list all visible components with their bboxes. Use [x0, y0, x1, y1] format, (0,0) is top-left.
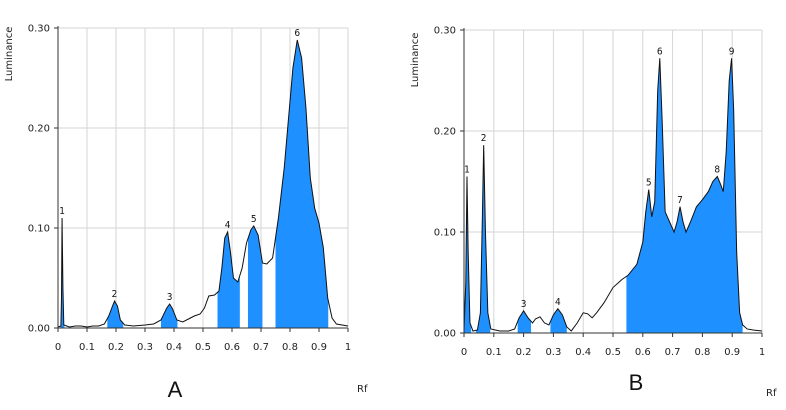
peak-label: 9	[729, 46, 735, 57]
chart-panel-a: Luminance Rf A 0 0.1 0.2 0.3 0.4 0.5 0.6 0.7 0.8…	[4, 24, 368, 403]
peak-label: 2	[112, 289, 118, 300]
x-tick-label: 0.1	[79, 342, 95, 353]
peak-area	[247, 226, 263, 328]
y-tick-label: 0.10	[28, 224, 50, 235]
peak-label: 1	[59, 206, 65, 217]
x-tick-label: 0.6	[635, 347, 651, 358]
x-tick-label: 0.6	[224, 342, 240, 353]
peak-label: 7	[677, 195, 683, 206]
y-tick-label: 0.30	[28, 24, 50, 35]
peak-area	[550, 309, 567, 333]
y-tick-label: 0.20	[28, 124, 50, 135]
x-tick-label: 0.1	[486, 347, 502, 358]
peak-area	[275, 41, 329, 328]
y-tick-label: 0.20	[434, 127, 456, 138]
peak-area	[517, 310, 532, 333]
y-tick-label: 0.00	[28, 324, 50, 335]
peak-label: 6	[657, 46, 663, 57]
peak-label: 5	[251, 214, 257, 225]
peak-label: 3	[521, 299, 527, 310]
peak-areas-b	[464, 58, 743, 333]
peak-label: 8	[714, 164, 720, 175]
y-axis-label-a: Luminance	[4, 27, 15, 82]
y-axis-label-b: Luminance	[410, 33, 421, 88]
peak-label: 2	[481, 133, 487, 144]
panel-label-a: A	[168, 377, 183, 402]
peak-label: 5	[646, 178, 652, 189]
peak-areas-a	[60, 41, 329, 328]
peak-area	[107, 301, 124, 328]
x-tick-label: 0.4	[575, 347, 591, 358]
peak-area	[626, 58, 743, 333]
x-tick-label: 0.9	[311, 342, 327, 353]
x-tick-label: 0.8	[282, 342, 298, 353]
y-tick-label: 0.10	[434, 228, 456, 239]
chart-panel-b: Luminance Rf B 0 0.1 0.2 0.3 0.4 0.5 0.6 0.7 0.8…	[410, 26, 777, 400]
peak-area	[160, 304, 178, 328]
x-tick-label: 1	[345, 342, 351, 353]
x-tick-label: 0.2	[108, 342, 124, 353]
y-tick-label: 0.30	[434, 26, 456, 37]
peak-label: 1	[464, 164, 470, 175]
x-axis-label-b: Rf	[766, 388, 777, 399]
x-tick-label: 0.7	[665, 347, 681, 358]
x-tick-label: 0.8	[694, 347, 710, 358]
peak-label: 3	[167, 292, 173, 303]
y-tick-label: 0.00	[434, 329, 456, 340]
x-tick-label: 0.2	[516, 347, 532, 358]
x-tick-label: 0	[55, 342, 61, 353]
x-tick-label: 0	[461, 347, 467, 358]
x-tick-label: 0.7	[253, 342, 269, 353]
peak-label: 4	[555, 297, 561, 308]
x-axis-label-a: Rf	[357, 384, 368, 395]
x-tick-label: 0.5	[605, 347, 621, 358]
x-tick-label: 0.9	[724, 347, 740, 358]
peak-label: 6	[294, 28, 300, 39]
densitometric-curve	[57, 39, 349, 328]
x-tick-label: 0.3	[545, 347, 561, 358]
peak-label: 4	[225, 220, 231, 231]
x-tick-label: 0.3	[137, 342, 153, 353]
x-tick-label: 1	[759, 347, 765, 358]
x-tick-label: 0.4	[166, 342, 182, 353]
x-tick-label: 0.5	[195, 342, 211, 353]
densitometric-curve	[463, 58, 763, 332]
panel-label-b: B	[629, 370, 644, 395]
